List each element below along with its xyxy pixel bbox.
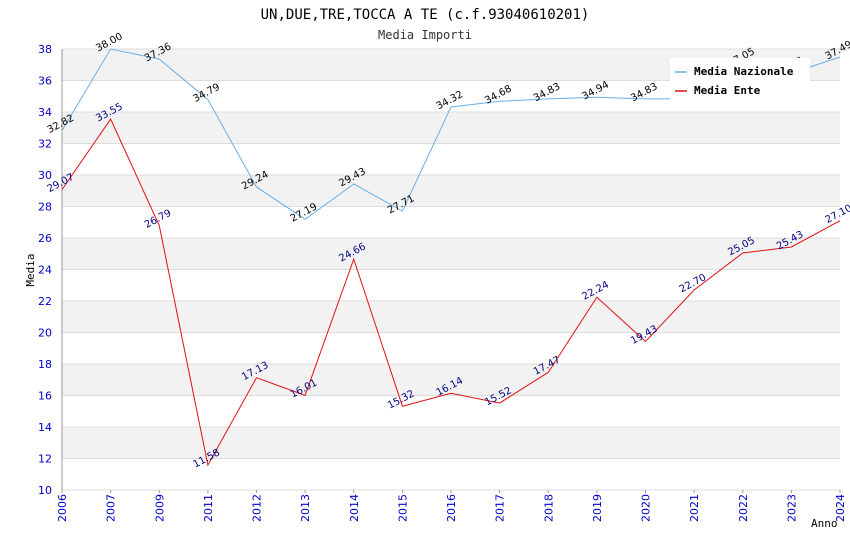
grid-band [62,269,840,301]
grid-band [62,427,840,459]
legend-label-media-ente: Media Ente [694,84,761,97]
grid-bands [62,48,840,491]
x-tick-label: 2015 [396,494,409,522]
x-tick-label: 2017 [494,494,507,522]
chart-title: UN,DUE,TRE,TOCCA A TE (c.f.93040610201) [261,7,590,23]
x-axis-ticks: 2006 2007 2009 2011 2012 2013 2014 2015 2016 2017… [56,490,847,522]
y-tick-label: 20 [38,327,52,340]
y-tick-label: 16 [38,390,52,403]
x-tick-label: 2018 [542,494,555,522]
grid-band [62,301,840,333]
y-tick-label: 28 [38,201,52,214]
x-tick-label: 2006 [56,494,69,522]
legend-box [670,58,810,104]
y-tick-label: 18 [38,358,52,371]
grid-band [62,238,840,270]
grid-band [62,364,840,396]
x-tick-label: 2011 [202,494,215,522]
x-tick-label: 2022 [737,494,750,522]
x-tick-label: 2021 [688,494,701,522]
x-tick-label: 2019 [591,494,604,522]
y-tick-label: 24 [38,264,52,277]
x-tick-label: 2024 [834,494,847,522]
grid-band [62,112,840,144]
x-tick-label: 2009 [153,494,166,522]
y-tick-label: 34 [38,106,52,119]
legend: Media Nazionale Media Ente [670,58,810,104]
x-axis-title: Anno [811,517,838,530]
y-tick-label: 10 [38,484,52,497]
series-line-media-ente [61,118,841,467]
grid-band [62,206,840,238]
y-axis-ticks: 10 12 14 16 18 20 22 24 26 28 30 32 34 36 38 [38,43,52,497]
x-tick-label: 2013 [299,494,312,522]
chart-subtitle: Media Importi [378,28,472,42]
x-tick-label: 2007 [105,494,118,522]
y-tick-label: 12 [38,453,52,466]
grid-band [62,395,840,427]
x-tick-label: 2014 [348,494,361,522]
grid-band [62,175,840,207]
grid-band [62,332,840,364]
x-tick-label: 2023 [785,494,798,522]
x-tick-label: 2020 [640,494,653,522]
legend-label-media-nazionale: Media Nazionale [694,65,794,78]
grid-band [62,458,840,490]
x-tick-label: 2012 [251,494,264,522]
y-tick-label: 30 [38,169,52,182]
x-tick-label: 2016 [445,494,458,522]
y-tick-label: 26 [38,232,52,245]
y-tick-label: 14 [38,421,52,434]
y-axis-title: Media [24,253,37,286]
grid-band [62,143,840,175]
y-tick-label: 22 [38,295,52,308]
y-tick-label: 38 [38,43,52,56]
y-tick-label: 32 [38,138,52,151]
y-tick-label: 36 [38,75,52,88]
